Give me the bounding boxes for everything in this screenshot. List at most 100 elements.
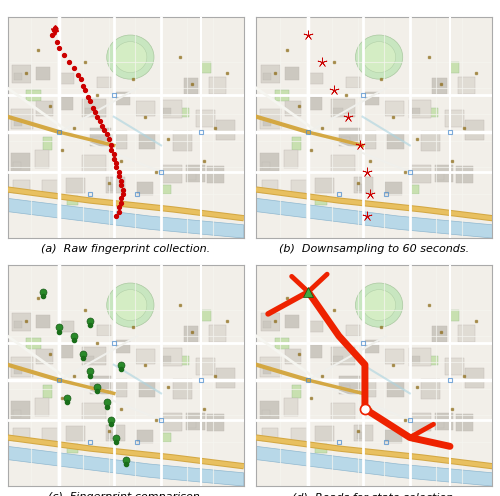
- Bar: [12, 357, 32, 376]
- Bar: [163, 356, 172, 364]
- Bar: [14, 410, 21, 417]
- Bar: [43, 384, 52, 398]
- Bar: [108, 433, 116, 438]
- Bar: [263, 321, 270, 328]
- Polygon shape: [256, 198, 492, 238]
- Circle shape: [356, 283, 403, 327]
- Bar: [97, 77, 111, 88]
- Bar: [106, 426, 124, 441]
- Bar: [113, 131, 127, 149]
- Bar: [331, 403, 354, 420]
- Bar: [42, 180, 58, 193]
- Bar: [450, 62, 460, 72]
- Bar: [385, 101, 404, 117]
- Bar: [60, 73, 74, 84]
- Bar: [186, 413, 204, 431]
- Bar: [354, 178, 374, 193]
- Circle shape: [106, 283, 154, 327]
- Circle shape: [356, 35, 403, 79]
- Bar: [160, 100, 182, 118]
- Bar: [357, 185, 364, 190]
- Bar: [26, 90, 40, 101]
- Bar: [334, 108, 343, 115]
- Bar: [262, 119, 271, 126]
- Bar: [82, 403, 106, 420]
- Bar: [36, 101, 52, 116]
- Text: (b)  Downsampling to 60 seconds.: (b) Downsampling to 60 seconds.: [280, 244, 469, 254]
- Bar: [262, 428, 278, 441]
- Text: (a)  Raw fingerprint collection.: (a) Raw fingerprint collection.: [41, 244, 210, 254]
- Bar: [316, 444, 327, 453]
- Bar: [315, 178, 334, 193]
- Bar: [309, 73, 323, 84]
- Bar: [331, 155, 354, 172]
- Bar: [12, 109, 32, 128]
- Polygon shape: [8, 198, 244, 238]
- Bar: [262, 410, 270, 417]
- Bar: [14, 321, 22, 328]
- Bar: [82, 155, 106, 172]
- Bar: [43, 136, 52, 150]
- Bar: [136, 430, 154, 443]
- Bar: [362, 92, 379, 106]
- Bar: [444, 358, 464, 375]
- Bar: [66, 426, 86, 441]
- Bar: [444, 110, 464, 127]
- Bar: [209, 77, 226, 94]
- Bar: [207, 414, 224, 432]
- Bar: [138, 381, 155, 397]
- Bar: [285, 101, 302, 116]
- Bar: [410, 100, 430, 118]
- Text: (d)  Roads for state selection.: (d) Roads for state selection.: [292, 492, 456, 496]
- Circle shape: [114, 42, 147, 72]
- Bar: [262, 180, 278, 193]
- Bar: [35, 398, 50, 416]
- Bar: [35, 150, 50, 168]
- Bar: [465, 368, 484, 388]
- Bar: [334, 356, 343, 363]
- Bar: [456, 414, 472, 432]
- Bar: [437, 173, 444, 180]
- Bar: [450, 310, 460, 320]
- Bar: [315, 426, 334, 441]
- Bar: [412, 108, 420, 116]
- Bar: [432, 326, 446, 342]
- Bar: [97, 325, 111, 336]
- Bar: [357, 433, 364, 438]
- Bar: [136, 182, 154, 195]
- Bar: [346, 77, 360, 88]
- Bar: [188, 173, 196, 180]
- Bar: [331, 348, 354, 365]
- Bar: [260, 401, 278, 419]
- Circle shape: [114, 290, 147, 320]
- Bar: [36, 66, 51, 80]
- Bar: [14, 162, 21, 169]
- Bar: [434, 413, 454, 431]
- Bar: [386, 430, 402, 443]
- Bar: [138, 133, 155, 149]
- Bar: [458, 325, 474, 342]
- Bar: [66, 196, 78, 205]
- Bar: [285, 66, 299, 80]
- Bar: [388, 133, 404, 149]
- Bar: [84, 356, 94, 363]
- Bar: [284, 150, 298, 168]
- Bar: [90, 376, 112, 394]
- Bar: [106, 178, 124, 193]
- Bar: [260, 357, 281, 376]
- Bar: [275, 338, 289, 349]
- Bar: [386, 182, 402, 195]
- Bar: [292, 136, 301, 150]
- Bar: [432, 78, 446, 94]
- Bar: [291, 180, 308, 193]
- Bar: [339, 376, 360, 394]
- Bar: [260, 65, 280, 82]
- Bar: [410, 185, 420, 194]
- Bar: [285, 349, 302, 364]
- Bar: [341, 384, 349, 392]
- Bar: [331, 100, 354, 117]
- Bar: [26, 338, 40, 349]
- Text: (c)  Fingerprint comparison.: (c) Fingerprint comparison.: [48, 492, 203, 496]
- Bar: [291, 428, 308, 441]
- Bar: [42, 428, 58, 441]
